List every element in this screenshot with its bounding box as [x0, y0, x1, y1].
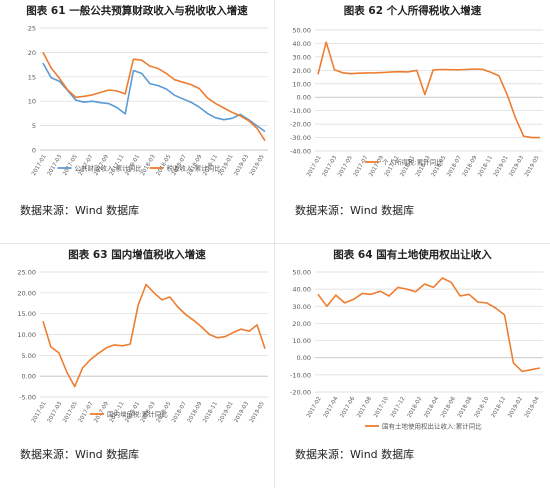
y-tick-label: 50.00: [292, 27, 311, 35]
y-tick-label: 0.00: [297, 94, 311, 102]
y-tick-label: 10.00: [292, 337, 311, 345]
x-tick-label: 2018-09: [462, 155, 479, 178]
x-tick-label: 2018-04: [423, 396, 440, 419]
y-tick-label: 30.00: [292, 53, 311, 61]
legend-label: 公共财政收入:累计同比: [75, 163, 143, 172]
x-tick-label: 2017-08: [356, 396, 373, 419]
x-tick-label: 2018-09: [187, 401, 204, 424]
y-tick-label: 20.00: [292, 320, 311, 328]
y-tick-label: 0: [32, 147, 36, 155]
x-tick-label: 2018-10: [474, 396, 491, 419]
y-tick-label: 0.00: [297, 354, 311, 362]
y-tick-label: 40.00: [292, 40, 311, 48]
x-tick-label: 2019-05: [249, 401, 266, 424]
series-line-1: [318, 42, 540, 138]
data-source: 数据来源：Wind 数据库: [295, 202, 414, 218]
x-tick-label: 2017-01: [306, 155, 323, 178]
x-tick-label: 2018-12: [491, 396, 508, 419]
x-tick-label: 2017-05: [337, 155, 354, 178]
y-tick-label: 50.00: [292, 269, 311, 277]
x-tick-label: 2017-07: [78, 401, 95, 424]
y-tick-label: 5.00: [22, 352, 36, 360]
y-tick-label: 25.00: [17, 269, 36, 277]
chart-panel-2: 图表 62 个人所得税收入增速 50.00 40.00 30.00 20.00 10.0…: [275, 0, 550, 244]
x-tick-label: 2017-07: [353, 155, 370, 178]
y-tick-label: -40.00: [290, 148, 311, 156]
x-tick-label: 2017-01: [31, 154, 48, 177]
x-tick-label: 2017-01: [31, 401, 48, 424]
x-tick-label: 2019-01: [493, 155, 510, 178]
x-tick-label: 2019-05: [524, 155, 541, 178]
x-tick-label: 2017-02: [306, 396, 323, 419]
x-tick-label: 2019-03: [233, 401, 250, 424]
chart-panel-3: 图表 63 国内增值税收入增速 25.00 20.00 15.00 10.00 5.00…: [0, 244, 275, 488]
y-tick-label: -5.00: [19, 394, 36, 402]
x-tick-label: 2017-06: [340, 396, 357, 419]
x-tick-label: 2017-03: [47, 401, 64, 424]
legend-label: 税收收入:累计同比: [167, 163, 222, 172]
chart-svg: 50.00 40.00 30.00 20.00 10.00 0.00 -10.00 -20.0…: [275, 18, 550, 198]
chart-title: 图表 62 个人所得税收入增速: [275, 3, 550, 18]
y-tick-label: 10: [28, 98, 36, 106]
data-source: 数据来源：Wind 数据库: [20, 202, 139, 218]
y-tick-label: 20.00: [17, 289, 36, 297]
data-source: 数据来源：Wind 数据库: [295, 446, 414, 462]
y-tick-label: 20: [28, 49, 36, 57]
y-tick-label: 25: [28, 25, 36, 33]
x-tick-label: 2018-06: [440, 396, 457, 419]
x-tick-label: 2017-03: [47, 154, 64, 177]
chart-title: 图表 64 国有土地使用权出让收入: [275, 247, 550, 262]
y-tick-label: 10.00: [292, 80, 311, 88]
chart-panel-4: 图表 64 国有土地使用权出让收入 50.00 40.00 30.00 20.00 10…: [275, 244, 550, 488]
chart-svg: 50.00 40.00 30.00 20.00 10.00 0.00 -10.00 -20.0…: [275, 262, 550, 442]
y-tick-label: 10.00: [17, 331, 36, 339]
y-tick-label: 40.00: [292, 286, 311, 294]
legend-label: 个人所得税:累计同比: [382, 157, 443, 166]
series-line-1: [43, 285, 265, 387]
y-tick-label: 20.00: [292, 67, 311, 75]
chart-svg: 25.00 20.00 15.00 10.00 5.00 0.00 -5.002017-01…: [0, 262, 275, 442]
chart-title: 图表 63 国内增值税收入增速: [0, 247, 274, 262]
y-tick-label: 5: [32, 122, 36, 130]
y-tick-label: -30.00: [290, 134, 311, 142]
x-tick-label: 2018-02: [407, 396, 424, 419]
x-tick-label: 2017-05: [62, 401, 79, 424]
y-tick-label: -20.00: [290, 389, 311, 397]
y-tick-label: -10.00: [290, 107, 311, 115]
x-tick-label: 2018-07: [171, 401, 188, 424]
y-tick-label: -20.00: [290, 121, 311, 129]
x-tick-label: 2017-04: [323, 396, 340, 419]
legend-label: 国内增值税:累计同比: [107, 409, 168, 418]
x-tick-label: 2018-08: [457, 396, 474, 419]
y-tick-label: -10.00: [290, 371, 311, 379]
x-tick-label: 2019-01: [218, 401, 235, 424]
y-tick-label: 15: [28, 73, 36, 81]
legend-label: 国有土地使用权出让收入:累计同比: [382, 421, 482, 430]
y-tick-label: 30.00: [292, 303, 311, 311]
x-tick-label: 2018-11: [477, 155, 494, 178]
data-source: 数据来源：Wind 数据库: [20, 446, 139, 462]
y-tick-label: 0.00: [22, 373, 36, 381]
x-tick-label: 2018-07: [446, 155, 463, 178]
chart-svg: 05101520252017-012017-032017-052017-0720…: [0, 18, 275, 198]
chart-panel-1: 图表 61 一般公共预算财政收入与税收收入增速 0 5 10 15 20 25 2017-0…: [0, 0, 275, 244]
x-tick-label: 2018-11: [202, 401, 219, 424]
y-tick-label: 15.00: [17, 310, 36, 318]
x-tick-label: 2019-02: [507, 396, 524, 419]
x-tick-label: 2018-03: [140, 154, 157, 177]
x-tick-label: 2019-05: [249, 154, 266, 177]
x-tick-label: 2017-10: [373, 396, 390, 419]
x-tick-label: 2019-03: [508, 155, 525, 178]
series-line-2: [43, 52, 265, 140]
x-tick-label: 2019-03: [233, 154, 250, 177]
x-tick-label: 2017-12: [390, 396, 407, 419]
chart-title: 图表 61 一般公共预算财政收入与税收收入增速: [0, 3, 274, 18]
x-tick-label: 2017-03: [322, 155, 339, 178]
x-tick-label: 2019-04: [524, 396, 541, 419]
